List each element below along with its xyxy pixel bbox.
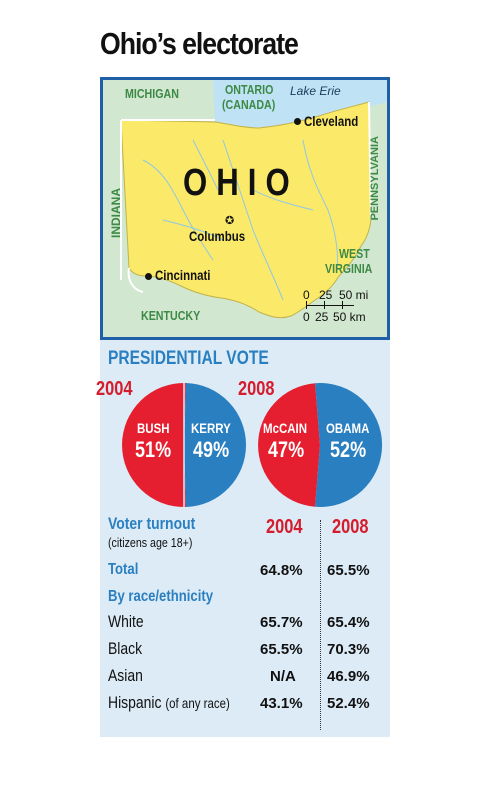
row-asian-label: Asian [108, 666, 143, 685]
city-dot-cincinnati [145, 273, 152, 280]
row-hispanic-2008: 52.4% [327, 695, 370, 712]
label-west: WEST [339, 246, 370, 261]
label-indiana: INDIANA [109, 188, 123, 238]
scale-bar: 0 25 50 mi 0 25 50 km [303, 288, 383, 328]
scale-line [306, 305, 354, 306]
label-canada: (CANADA) [222, 97, 276, 112]
total-2008-value: 65.5% [327, 562, 370, 579]
scale-tick-0 [306, 301, 307, 309]
row-asian-2008: 46.9% [327, 668, 370, 685]
label-lake-erie: Lake Erie [290, 84, 341, 98]
pie-2008-obama-pct: 52% [329, 437, 367, 462]
turnout-heading: Voter turnout [108, 514, 196, 533]
pie-2008-obama-text: OBAMA 52% [322, 420, 382, 462]
presidential-heading: PRESIDENTIAL VOTE [108, 348, 269, 369]
rivers [142, 139, 338, 301]
row-white-2008: 65.4% [327, 614, 370, 631]
scale-mi-0: 0 [303, 288, 310, 302]
pie-2004-kerry-name: KERRY [190, 420, 231, 436]
year-2004-label: 2004 [96, 378, 133, 400]
row-hispanic-note: (of any race) [165, 695, 230, 711]
scale-mi-50: 50 mi [339, 288, 369, 302]
pie-2004-kerry-text: KERRY 49% [188, 420, 242, 462]
year-2008-label: 2008 [238, 378, 275, 400]
ohio-map: MICHIGAN ONTARIO (CANADA) Lake Erie INDI… [100, 77, 390, 340]
race-heading: By race/ethnicity [108, 588, 214, 605]
label-pennsylvania: PENNSYLVANIA [369, 136, 381, 221]
label-michigan: MICHIGAN [125, 86, 179, 101]
label-ontario: ONTARIO [225, 82, 274, 97]
pie-2004-kerry-pct: 49% [192, 437, 230, 462]
pie-2004-bush-text: BUSH 51% [132, 420, 182, 462]
total-label: Total [108, 561, 139, 578]
label-kentucky: KENTUCKY [141, 308, 201, 323]
lake-erie-water [213, 80, 387, 128]
column-divider [320, 520, 321, 730]
state-borders [120, 101, 372, 293]
row-white-label: White [108, 612, 144, 631]
scale-mi-25: 25 [319, 288, 333, 302]
label-cincinnati: Cincinnati [155, 267, 211, 283]
pie-2004-bush-name: BUSH [137, 420, 170, 436]
pie-2004-kerry-slice [184, 383, 247, 507]
pie-2004-bush-pct: 51% [134, 437, 172, 462]
scale-tick-50 [342, 301, 343, 309]
stats-panel: PRESIDENTIAL VOTE 2004 2008 BUSH 51% KER… [96, 340, 390, 737]
label-virginia: VIRGINIA [325, 261, 373, 276]
row-black-2008: 70.3% [327, 641, 370, 658]
map-graphic [103, 80, 387, 337]
row-asian-2004: N/A [270, 668, 296, 685]
label-cleveland: Cleveland [304, 113, 359, 129]
row-white-2004: 65.7% [260, 614, 303, 631]
row-black-2004: 65.5% [260, 641, 303, 658]
label-ohio: OHIO [183, 162, 299, 204]
page-title: Ohio’s electorate [100, 26, 299, 61]
pie-2008-mccain-pct: 47% [267, 437, 305, 462]
pie-2008-obama-name: OBAMA [325, 420, 369, 436]
turnout-subheading: (citizens age 18+) [108, 535, 193, 550]
scale-km-50: 50 km [333, 310, 366, 324]
pie-2008-mccain-name: McCAIN [263, 420, 308, 436]
turnout-col-2008: 2008 [332, 516, 369, 538]
row-hispanic-label: Hispanic [108, 693, 162, 712]
scale-km-0: 0 [303, 310, 310, 324]
city-dot-cleveland [294, 118, 301, 125]
pie-2008 [258, 383, 383, 507]
total-2004-value: 64.8% [260, 562, 303, 579]
row-hispanic-text: Hispanic (of any race) [108, 693, 230, 713]
row-black-label: Black [108, 639, 143, 658]
scale-km-25: 25 [315, 310, 329, 324]
pie-2004-bush-slice [122, 383, 186, 507]
pie-2008-obama-slice [315, 383, 383, 507]
pie-2008-mccain-slice [258, 383, 320, 507]
city-star-columbus: ✪ [225, 215, 235, 227]
pie-2004 [122, 382, 247, 508]
pie-2008-mccain-text: McCAIN 47% [262, 420, 318, 462]
turnout-col-2004: 2004 [266, 516, 303, 538]
scale-tick-25 [324, 301, 325, 309]
row-hispanic-2004: 43.1% [260, 695, 303, 712]
label-columbus: Columbus [189, 228, 246, 244]
